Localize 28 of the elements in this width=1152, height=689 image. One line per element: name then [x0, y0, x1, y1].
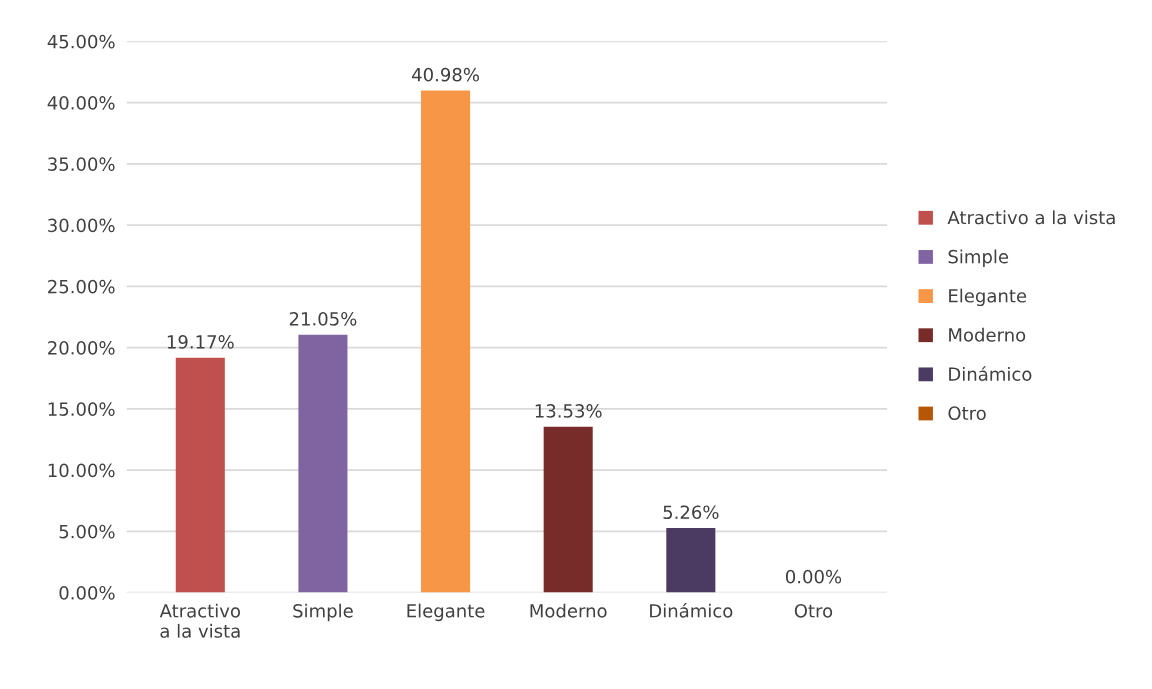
y-tick-label: 15.00%	[48, 402, 115, 416]
y-tick-label: 40.00%	[47, 96, 115, 110]
data-label: 13.53%	[535, 404, 602, 418]
y-tick-label: 35.00%	[48, 157, 115, 171]
y-tick-label: 20.00%	[48, 341, 115, 355]
legend-label: Elegante	[949, 288, 1027, 307]
y-tick-label: 25.00%	[48, 279, 115, 294]
data-label: 5.26%	[663, 505, 719, 520]
x-tick-label: Dinámico	[650, 602, 733, 618]
y-tick-label: 0.00%	[59, 586, 115, 600]
legend-label: Atractivo a la vista	[947, 210, 1115, 225]
legend-label: Moderno	[949, 327, 1026, 342]
x-tick-label: Elegante	[407, 603, 485, 622]
x-tick-label: Otro	[794, 603, 833, 618]
legend-label: Otro	[948, 406, 986, 421]
data-label: 19.17%	[167, 335, 234, 349]
x-tick-label: Moderno	[530, 603, 607, 618]
y-tick-label: 5.00%	[59, 524, 115, 539]
data-label: 21.05%	[289, 311, 357, 326]
x-tick-label: Simple	[293, 603, 353, 622]
y-tick-label: 30.00%	[48, 218, 115, 233]
y-tick-label: 45.00%	[47, 34, 115, 49]
data-label: 40.98%	[412, 67, 479, 82]
legend-label: Dinámico	[949, 366, 1032, 381]
x-tick-label: Atractivo a la vista	[159, 603, 240, 638]
legend-label: Simple	[948, 249, 1009, 267]
data-label: 0.00%	[785, 569, 842, 584]
y-tick-label: 10.00%	[48, 463, 115, 478]
